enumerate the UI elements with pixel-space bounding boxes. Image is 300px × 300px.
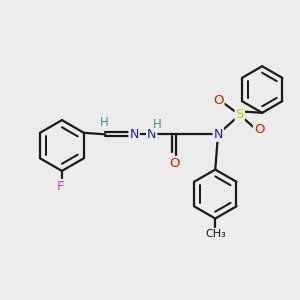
Text: O: O: [213, 94, 224, 107]
Text: O: O: [254, 123, 264, 136]
Text: N: N: [147, 128, 156, 141]
Text: F: F: [57, 180, 64, 193]
Text: N: N: [214, 128, 223, 141]
Text: H: H: [153, 118, 162, 131]
Text: H: H: [100, 116, 108, 130]
Text: O: O: [169, 157, 180, 170]
Text: CH₃: CH₃: [205, 229, 226, 239]
Text: S: S: [236, 108, 244, 122]
Text: N: N: [129, 128, 139, 141]
